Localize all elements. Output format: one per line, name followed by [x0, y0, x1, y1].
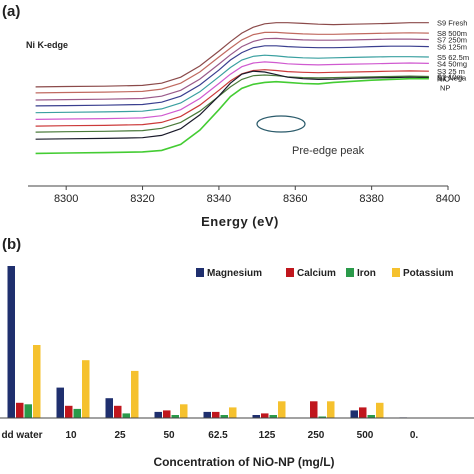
bar-x-axis-label: Concentration of NiO-NP (mg/L) — [153, 455, 334, 469]
spectrum-line — [35, 74, 429, 133]
legend-label: S6 125m — [437, 43, 467, 52]
bar — [203, 411, 211, 418]
category-label: 250 — [308, 430, 325, 441]
category-label: 10 — [65, 430, 77, 441]
spectrum-line — [35, 31, 429, 94]
category-label: 50 — [163, 430, 175, 441]
spectrum-line — [35, 54, 429, 114]
bar — [318, 416, 326, 418]
bar — [212, 411, 220, 418]
legend-swatch — [196, 268, 204, 277]
bars — [7, 266, 407, 418]
spectrum-lines — [35, 22, 429, 155]
x-tick-label: 8360 — [283, 193, 307, 205]
legend-swatch — [346, 268, 354, 277]
bar — [350, 410, 358, 418]
bar — [327, 401, 335, 418]
bar — [269, 415, 277, 418]
legend-label: S5 62.5m — [437, 53, 469, 62]
spectrum-line — [35, 77, 429, 155]
bar — [376, 402, 384, 418]
legend-label: Iron — [357, 268, 376, 279]
bar — [359, 407, 367, 418]
bar — [310, 401, 318, 418]
spectrum-line — [35, 70, 429, 140]
panel-b-label: (b) — [2, 236, 21, 253]
x-axis-label: Energy (eV) — [201, 214, 279, 229]
bar — [367, 415, 375, 418]
bar — [229, 407, 237, 418]
spectrum-line — [35, 22, 429, 88]
bar — [7, 266, 15, 418]
bar — [220, 415, 228, 418]
pre-edge-peak-ellipse — [256, 115, 306, 133]
category-label: 500 — [357, 430, 374, 441]
legend-label: S4 50mg — [437, 59, 467, 68]
legend-label: Magnesium — [207, 268, 262, 279]
legend-label: S1 Nega — [437, 74, 467, 83]
category-label: 125 — [259, 430, 276, 441]
x-tick-label: 8380 — [359, 193, 383, 205]
bar — [278, 401, 286, 418]
bar — [154, 411, 162, 418]
legend-label: NiO NP — [437, 75, 450, 93]
bar — [261, 413, 269, 418]
edge-annotation: Ni K-edge — [26, 40, 68, 50]
legend-label: Potassium — [403, 268, 454, 279]
bar — [180, 404, 188, 418]
legend-swatch — [392, 268, 400, 277]
x-tick-label: 8400 — [436, 193, 460, 205]
legend-swatch — [286, 268, 294, 277]
bar — [114, 405, 122, 418]
panel-b-bar-chart: (b) Magnesium Calcium Iron Potassium dd wat… — [0, 236, 474, 469]
spectrum-line — [35, 69, 429, 127]
legend-label: S3 25 m — [437, 67, 465, 76]
category-label: dd water — [1, 430, 42, 441]
spectrum-line — [35, 45, 429, 107]
bar-legend: Magnesium Calcium Iron Potassium — [196, 268, 454, 279]
bar — [65, 405, 73, 418]
category-label: 25 — [114, 430, 126, 441]
x-tick-label: 8300 — [54, 193, 78, 205]
bar — [82, 360, 90, 418]
legend-label: S2 10m — [437, 73, 463, 82]
bar — [24, 404, 32, 418]
x-axis-ticks: 8300 8320 8340 8360 8380 8400 — [54, 186, 460, 205]
legend-label: S9 Fresh — [437, 19, 467, 28]
x-tick-label: 8320 — [130, 193, 154, 205]
legend-label: S8 500m — [437, 29, 467, 38]
bar — [131, 370, 139, 418]
bar — [163, 410, 171, 418]
bar — [105, 398, 113, 418]
bar — [33, 345, 41, 418]
bar — [171, 415, 179, 418]
category-label: 0. — [410, 430, 419, 441]
legend-label: S7 250m — [437, 36, 467, 45]
bar — [73, 408, 81, 418]
spectrum-line — [35, 61, 429, 120]
category-labels: dd water 10 25 50 62.5 125 250 500 0. — [1, 430, 418, 441]
x-tick-label: 8340 — [207, 193, 231, 205]
category-label: 62.5 — [208, 430, 228, 441]
bar — [56, 387, 64, 418]
bar — [122, 413, 130, 418]
bar — [16, 402, 24, 418]
panel-a-label: (a) — [2, 3, 20, 20]
legend-label: Calcium — [297, 268, 336, 279]
spectrum-line — [35, 37, 429, 101]
pre-edge-peak-label: Pre-edge peak — [292, 145, 365, 157]
bar — [252, 415, 260, 418]
